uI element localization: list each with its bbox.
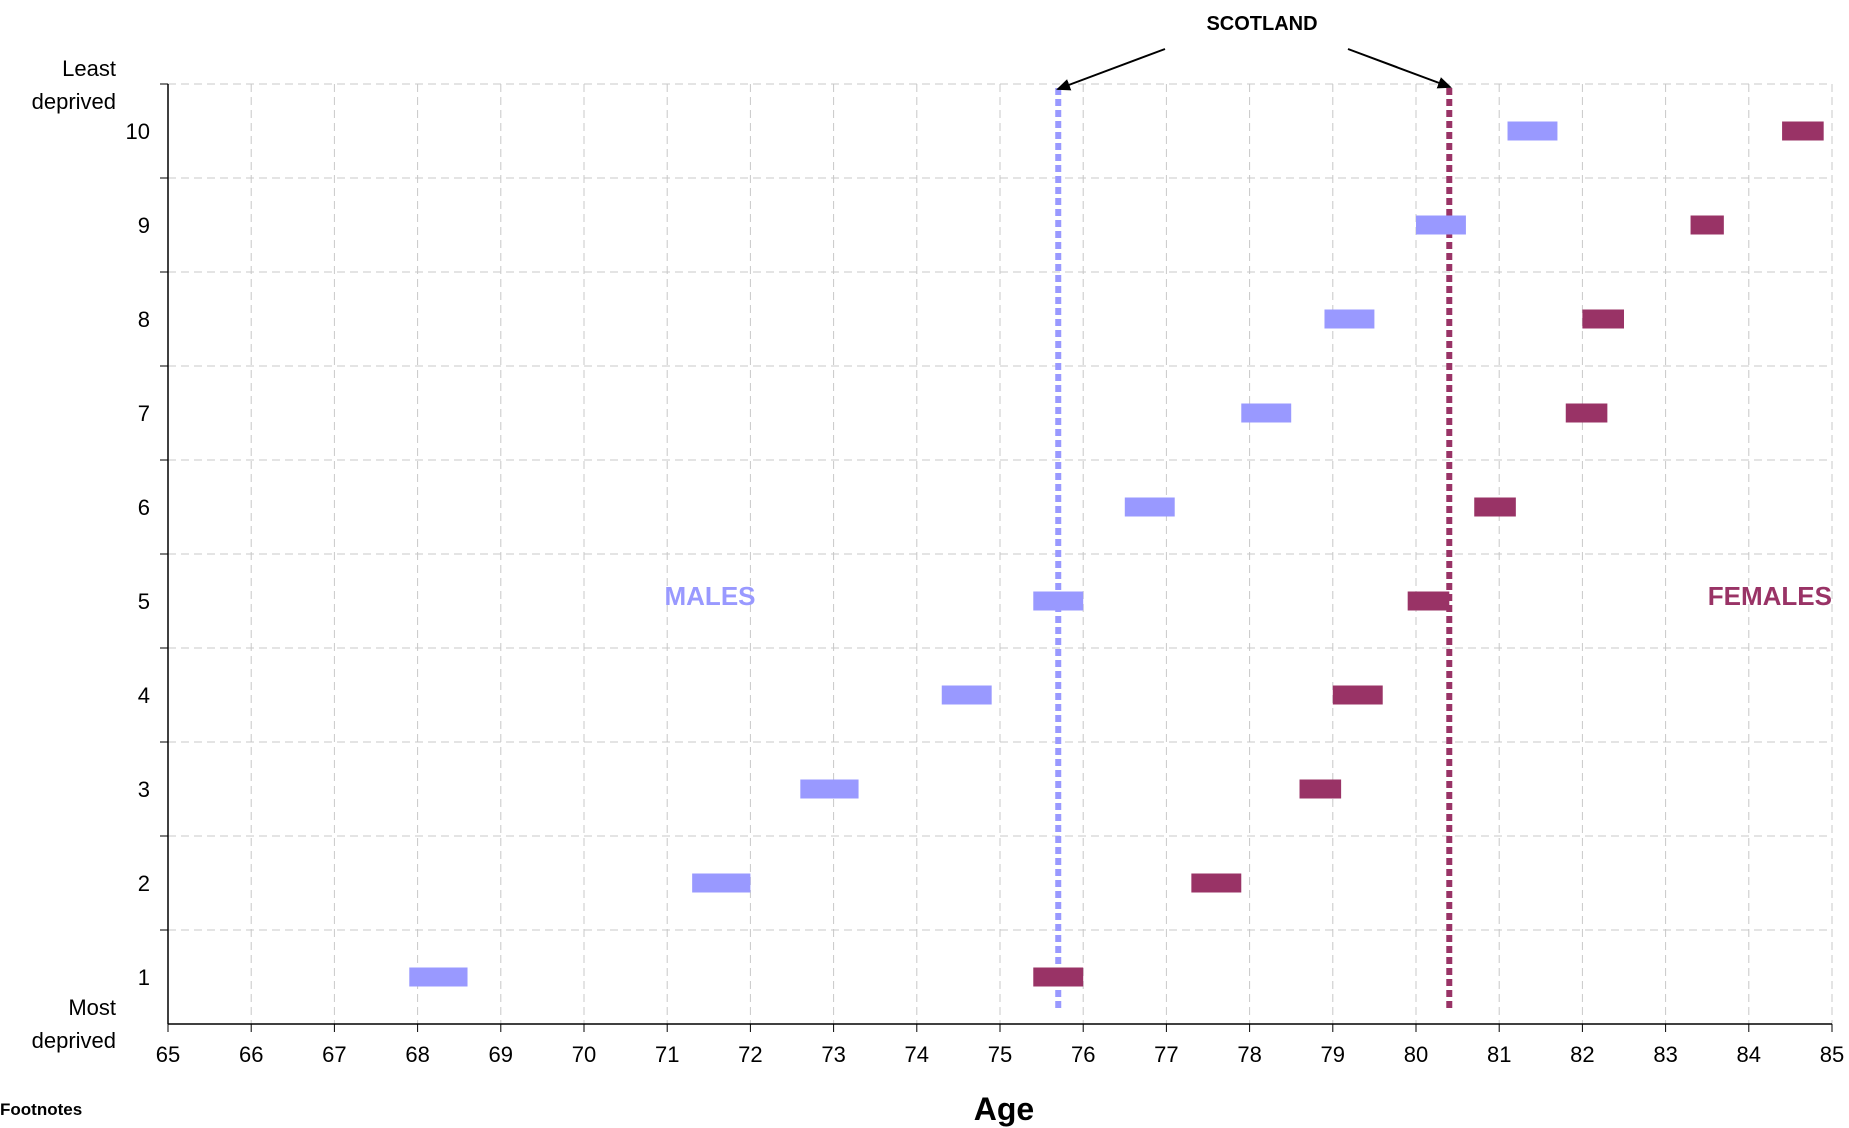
x-tick-label-76: 76	[1071, 1042, 1095, 1067]
y-top-label-line1: Least	[62, 56, 116, 81]
females-bar-decile-8	[1582, 310, 1624, 329]
x-tick-label-73: 73	[821, 1042, 845, 1067]
y-tick-label-10: 10	[126, 119, 150, 144]
y-tick-label-9: 9	[138, 213, 150, 238]
scotland-arrow-males	[1058, 49, 1165, 89]
footnotes-link[interactable]: Footnotes	[0, 1100, 82, 1120]
y-tick-label-2: 2	[138, 871, 150, 896]
x-tick-label-65: 65	[156, 1042, 180, 1067]
y-tick-label-1: 1	[138, 965, 150, 990]
females-bar-decile-3	[1300, 780, 1342, 799]
females-bar-decile-7	[1566, 404, 1608, 423]
y-tick-label-8: 8	[138, 307, 150, 332]
x-tick-label-66: 66	[239, 1042, 263, 1067]
males-bar-decile-10	[1508, 122, 1558, 141]
x-tick-label-70: 70	[572, 1042, 596, 1067]
x-tick-label-81: 81	[1487, 1042, 1511, 1067]
males-bar-decile-8	[1324, 310, 1374, 329]
females-bar-decile-6	[1474, 498, 1516, 517]
scotland-arrow-females	[1348, 49, 1450, 87]
y-top-label-line2: deprived	[32, 89, 116, 114]
males-bar-decile-9	[1416, 216, 1466, 235]
x-tick-label-71: 71	[655, 1042, 679, 1067]
x-tick-label-80: 80	[1404, 1042, 1428, 1067]
x-tick-label-74: 74	[905, 1042, 929, 1067]
x-tick-label-69: 69	[489, 1042, 513, 1067]
males-bar-decile-1	[409, 968, 467, 987]
x-tick-label-82: 82	[1570, 1042, 1594, 1067]
y-tick-label-7: 7	[138, 401, 150, 426]
x-tick-label-78: 78	[1237, 1042, 1261, 1067]
y-tick-label-5: 5	[138, 589, 150, 614]
x-tick-label-85: 85	[1820, 1042, 1844, 1067]
males-bar-decile-5	[1033, 592, 1083, 611]
y-bottom-label-line2: deprived	[32, 1028, 116, 1053]
males-bar-decile-6	[1125, 498, 1175, 517]
females-bar-decile-5	[1408, 592, 1450, 611]
females-bar-decile-2	[1191, 874, 1241, 893]
females-bar-decile-9	[1691, 216, 1724, 235]
x-tick-label-77: 77	[1154, 1042, 1178, 1067]
males-bar-decile-2	[692, 874, 750, 893]
scotland-reference-lines	[1058, 88, 1449, 1010]
x-tick-label-75: 75	[988, 1042, 1012, 1067]
x-tick-label-83: 83	[1653, 1042, 1677, 1067]
males-bar-decile-7	[1241, 404, 1291, 423]
x-tick-label-68: 68	[405, 1042, 429, 1067]
axis-labels: 65 66 67 68 69 70 71 72 73 74 75 76 77 78 79 80 81 82 83 84…	[126, 119, 1845, 1067]
females-bar-decile-1	[1033, 968, 1083, 987]
y-tick-label-6: 6	[138, 495, 150, 520]
scotland-annotation: SCOTLAND	[1206, 13, 1317, 35]
y-tick-label-3: 3	[138, 777, 150, 802]
y-tick-label-4: 4	[138, 683, 150, 708]
axes	[160, 84, 1832, 1032]
y-bottom-label-line1: Most	[68, 995, 116, 1020]
males-bar-decile-3	[800, 780, 858, 799]
gridlines	[168, 84, 1832, 1024]
x-tick-label-72: 72	[738, 1042, 762, 1067]
females-annotation: FEMALES	[1708, 581, 1832, 611]
x-tick-label-67: 67	[322, 1042, 346, 1067]
x-tick-label-84: 84	[1737, 1042, 1761, 1067]
females-bar-decile-10	[1782, 122, 1824, 141]
males-annotation: MALES	[665, 581, 756, 611]
females-bar-decile-4	[1333, 686, 1383, 705]
x-axis-title: Age	[974, 1091, 1034, 1127]
males-bar-decile-4	[942, 686, 992, 705]
x-tick-label-79: 79	[1321, 1042, 1345, 1067]
